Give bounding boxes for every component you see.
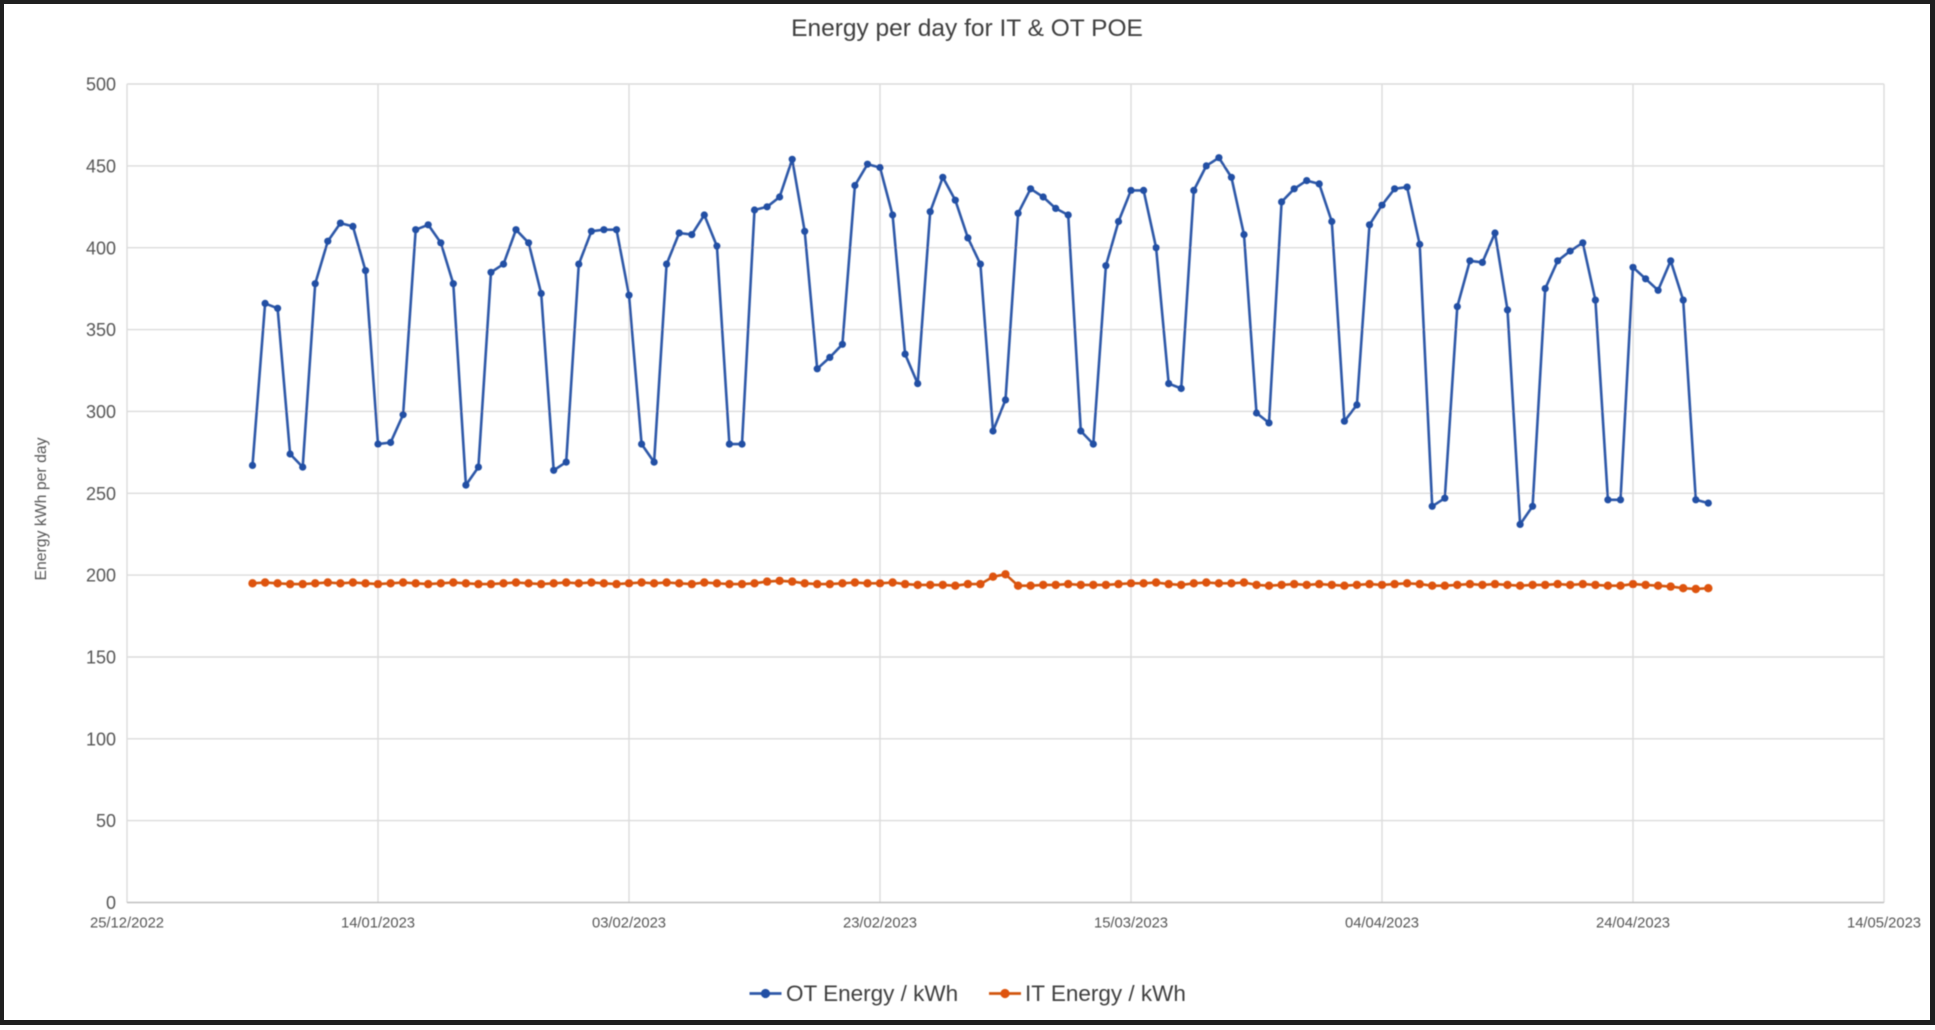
svg-text:0: 0 <box>106 893 116 913</box>
svg-text:23/02/2023: 23/02/2023 <box>843 916 917 932</box>
svg-text:50: 50 <box>96 811 116 831</box>
svg-text:250: 250 <box>86 484 116 504</box>
svg-text:24/04/2023: 24/04/2023 <box>1596 916 1670 932</box>
svg-text:500: 500 <box>86 75 116 95</box>
svg-text:14/01/2023: 14/01/2023 <box>341 916 415 932</box>
svg-text:15/03/2023: 15/03/2023 <box>1094 916 1168 932</box>
svg-text:25/12/2022: 25/12/2022 <box>90 916 164 932</box>
svg-text:OT Energy / kWh: OT Energy / kWh <box>786 981 958 1006</box>
svg-text:350: 350 <box>86 320 116 340</box>
svg-text:150: 150 <box>86 648 116 668</box>
svg-text:300: 300 <box>86 402 116 422</box>
svg-text:450: 450 <box>86 157 116 177</box>
svg-text:Energy per day for IT & OT POE: Energy per day for IT & OT POE <box>791 15 1143 42</box>
svg-text:14/05/2023: 14/05/2023 <box>1847 916 1921 932</box>
svg-text:400: 400 <box>86 238 116 258</box>
svg-text:03/02/2023: 03/02/2023 <box>592 916 666 932</box>
svg-text:04/04/2023: 04/04/2023 <box>1345 916 1419 932</box>
svg-text:IT Energy / kWh: IT Energy / kWh <box>1025 981 1186 1006</box>
svg-text:Energy kWh per day: Energy kWh per day <box>33 437 50 580</box>
svg-text:100: 100 <box>86 729 116 749</box>
svg-text:200: 200 <box>86 566 116 586</box>
